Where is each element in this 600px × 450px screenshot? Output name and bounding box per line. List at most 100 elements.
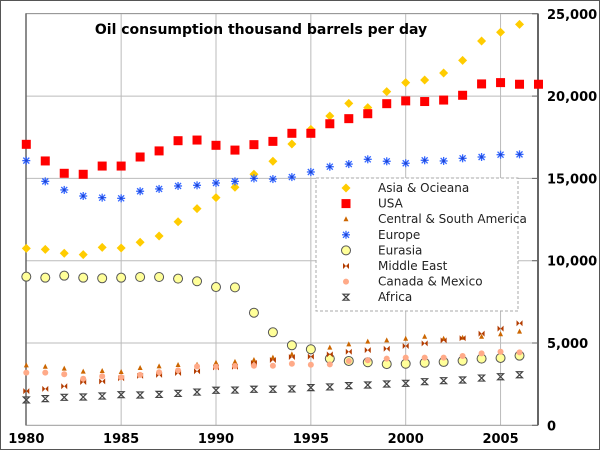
point-usa — [211, 140, 221, 150]
point-usa — [268, 136, 278, 146]
point-middle-east — [440, 337, 447, 344]
legend-marker-icon — [342, 230, 350, 239]
point-usa — [382, 99, 392, 109]
point-canada-mexico — [175, 367, 182, 374]
x-tick-label: 1990 — [198, 432, 234, 447]
point-usa — [496, 78, 506, 88]
point-canada-mexico — [459, 353, 466, 360]
point-eurasia — [40, 272, 51, 283]
point-eurasia — [59, 270, 70, 281]
point-eurasia — [248, 307, 259, 318]
point-europe — [496, 150, 505, 159]
x-tick-label: 1995 — [293, 432, 329, 447]
y-tick-label: 25,000 — [547, 8, 597, 23]
point-central-south-america — [80, 368, 86, 374]
point-africa — [173, 389, 183, 397]
point-eurasia — [305, 344, 316, 355]
point-europe — [458, 154, 467, 163]
point-africa — [59, 393, 69, 401]
point-africa — [135, 391, 145, 399]
point-usa — [363, 109, 373, 119]
point-middle-east — [194, 368, 201, 375]
point-canada-mexico — [156, 369, 163, 376]
point-europe — [420, 156, 429, 165]
point-eurasia — [229, 282, 240, 293]
point-africa — [154, 390, 164, 398]
point-asia-ocieana — [477, 36, 487, 46]
point-europe — [212, 179, 220, 188]
point-canada-mexico — [383, 355, 390, 362]
point-usa — [325, 119, 335, 129]
point-central-south-america — [327, 344, 333, 350]
point-usa — [135, 152, 145, 162]
point-central-south-america — [346, 341, 352, 347]
point-usa — [78, 169, 88, 179]
point-asia-ocieana — [59, 248, 69, 258]
point-central-south-america — [384, 337, 390, 343]
point-europe — [174, 181, 183, 190]
point-eurasia — [495, 352, 506, 363]
point-africa — [78, 393, 88, 401]
point-central-south-america — [61, 365, 67, 371]
point-europe — [287, 173, 296, 182]
point-africa — [496, 373, 505, 381]
point-central-south-america — [498, 331, 504, 337]
point-asia-ocieana — [496, 27, 506, 37]
point-central-south-america — [42, 363, 48, 369]
point-africa — [439, 377, 449, 385]
point-asia-ocieana — [97, 242, 107, 252]
point-middle-east — [23, 388, 30, 395]
point-asia-ocieana — [192, 204, 202, 214]
point-middle-east — [402, 342, 409, 349]
point-africa — [287, 385, 297, 393]
point-central-south-america — [118, 368, 124, 374]
point-africa — [230, 386, 240, 394]
point-usa — [230, 145, 240, 155]
point-middle-east — [326, 351, 333, 358]
point-usa — [116, 161, 126, 171]
point-asia-ocieana — [40, 244, 50, 254]
point-africa — [268, 385, 278, 393]
point-asia-ocieana — [211, 193, 221, 203]
chart-title: Oil consumption thousand barrels per day — [95, 22, 427, 38]
point-usa — [306, 128, 316, 138]
legend-label: Eurasia — [378, 243, 422, 257]
point-usa — [154, 146, 164, 156]
point-canada-mexico — [250, 362, 257, 369]
y-tick-label: 10,000 — [547, 255, 597, 270]
legend-marker-icon — [341, 245, 351, 256]
point-canada-mexico — [80, 375, 87, 382]
point-canada-mexico — [402, 354, 409, 361]
point-usa — [97, 161, 107, 171]
point-usa — [192, 135, 202, 145]
point-central-south-america — [479, 333, 485, 339]
point-africa — [306, 384, 316, 392]
legend-marker-icon — [341, 183, 351, 193]
point-africa — [97, 392, 107, 400]
point-canada-mexico — [364, 357, 371, 364]
point-eurasia — [192, 276, 203, 287]
point-usa — [40, 156, 50, 166]
point-europe — [136, 187, 145, 196]
x-tick-label: 1985 — [103, 432, 139, 447]
point-europe — [363, 155, 372, 164]
point-middle-east — [288, 353, 295, 360]
point-canada-mexico — [516, 349, 523, 356]
legend-label: Central & South America — [378, 212, 527, 226]
point-canada-mexico — [231, 363, 238, 370]
point-canada-mexico — [440, 354, 447, 361]
y-tick-label: 15,000 — [547, 172, 597, 187]
point-canada-mexico — [137, 371, 144, 378]
point-europe — [344, 160, 353, 169]
point-canada-mexico — [194, 363, 201, 370]
point-central-south-america — [289, 351, 295, 357]
point-eurasia — [78, 272, 89, 283]
point-eurasia — [267, 327, 278, 338]
point-eurasia — [135, 271, 146, 282]
point-asia-ocieana — [344, 98, 354, 108]
point-africa — [249, 385, 259, 393]
point-europe — [249, 174, 258, 183]
point-usa — [420, 97, 430, 107]
point-usa — [515, 79, 525, 89]
